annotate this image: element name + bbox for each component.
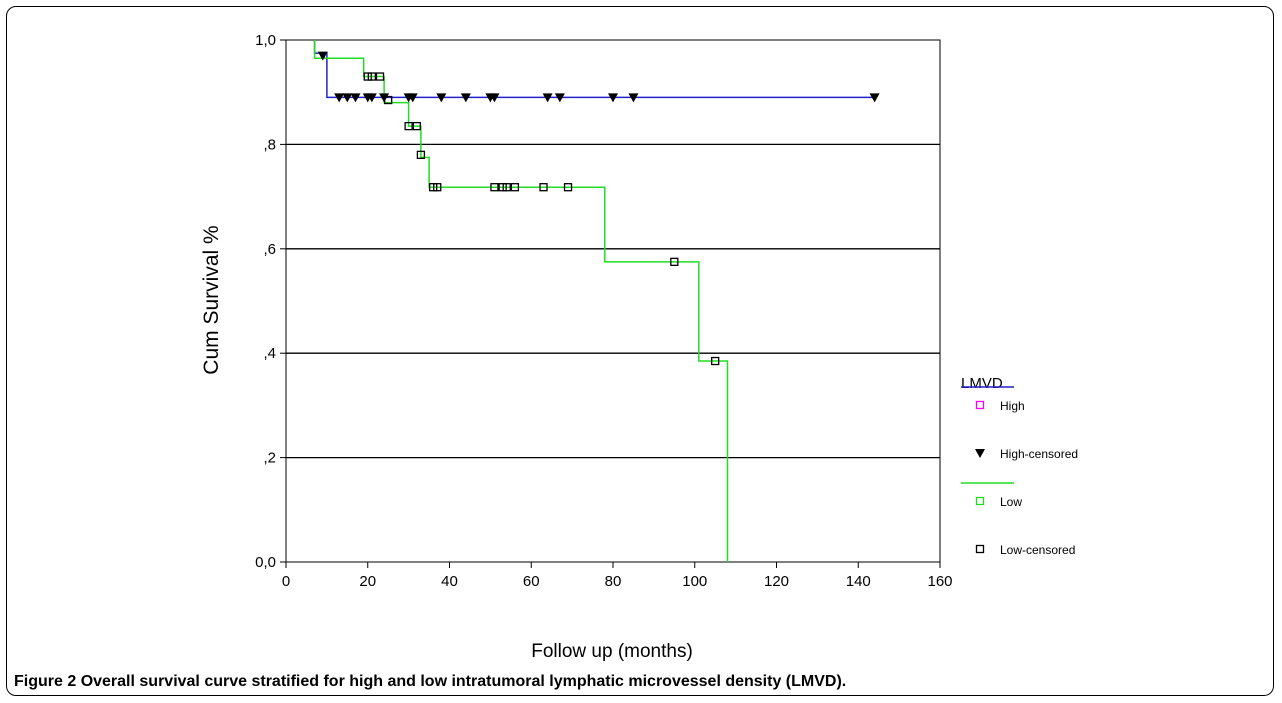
legend-marker [975, 544, 985, 554]
grid-lines [286, 143, 940, 459]
x-tick-label: 120 [764, 573, 789, 590]
legend-label: Low-censored [1000, 543, 1075, 557]
censor-marker-low [502, 183, 511, 192]
x-tick-label: 100 [682, 573, 707, 590]
censor-marker-high [460, 93, 471, 103]
figure-caption-text: Overall survival curve stratified for hi… [80, 673, 847, 690]
censor-marker-high [542, 93, 553, 103]
legend-marker [975, 449, 985, 458]
figure-label: Figure 2 [14, 673, 77, 690]
legend-marker [975, 400, 985, 410]
y-tick-label: ,4 [263, 345, 276, 362]
censor-marker-high [628, 93, 639, 103]
y-tick-label: ,2 [263, 450, 276, 467]
plot-area [285, 39, 941, 563]
x-axis-label: Follow up (months) [531, 641, 693, 662]
censor-marker-low [375, 72, 385, 81]
censor-marker-high [608, 93, 618, 103]
censor-marker-high [350, 93, 361, 103]
x-tick-label: 80 [605, 573, 622, 590]
censor-marker-high [489, 93, 500, 103]
y-axis-label: Cum Survival % [200, 225, 223, 374]
censor-marker-high [334, 93, 345, 103]
y-tick-label: ,6 [263, 241, 276, 258]
censor-marker-low [367, 72, 376, 81]
censor-marker-low [384, 95, 393, 105]
y-tick-label: 1,0 [255, 32, 276, 49]
censor-marker-low [416, 150, 426, 159]
legend-label: High-censored [1000, 447, 1078, 461]
legend: LMVD High High-censored Low Low-censored [961, 375, 1078, 557]
censor-marker-low [539, 183, 548, 192]
censor-marker-low [412, 121, 421, 131]
x-axis: 0 20 40 60 80 100 120 140 160 [282, 562, 953, 590]
censor-marker-low [490, 183, 499, 192]
censor-marker-low [404, 121, 413, 131]
censor-markers [317, 51, 880, 366]
censor-marker-low [510, 183, 520, 192]
censor-marker-low [670, 257, 679, 267]
figure-frame [6, 6, 1274, 696]
x-tick-label: 60 [523, 573, 540, 590]
censor-marker-high [436, 93, 447, 103]
censor-marker-low [711, 356, 720, 366]
censor-marker-high [554, 93, 565, 103]
series-line-high [313, 40, 875, 99]
y-tick-label: ,8 [263, 136, 276, 153]
x-tick-label: 20 [359, 573, 376, 590]
legend-title: LMVD [961, 375, 1003, 392]
series-lines [313, 40, 875, 562]
x-tick-label: 40 [441, 573, 458, 590]
y-tick-label: 0,0 [255, 554, 276, 571]
censor-marker-low [433, 183, 442, 192]
censor-marker-high [869, 93, 880, 103]
legend-label: High [1000, 399, 1025, 413]
figure-caption: Figure 2 Overall survival curve stratifi… [14, 673, 846, 691]
legend-marker [975, 496, 985, 506]
censor-marker-high [342, 93, 353, 103]
censor-marker-low [563, 183, 573, 192]
legend-label: Low [1000, 495, 1022, 509]
x-tick-label: 0 [282, 573, 290, 590]
x-tick-label: 140 [846, 573, 871, 590]
series-line-low [313, 40, 729, 562]
censor-marker-high [317, 51, 328, 61]
censor-marker-high [407, 93, 418, 103]
x-tick-label: 160 [927, 573, 952, 590]
censor-marker-high [366, 93, 377, 103]
y-axis: 0,0 ,2 ,4 ,6 ,8 1,0 [255, 32, 286, 571]
survival-chart: 0,0 ,2 ,4 ,6 ,8 1,0 0 20 40 60 80 100 120 140 160 Cum… [200, 32, 1078, 662]
